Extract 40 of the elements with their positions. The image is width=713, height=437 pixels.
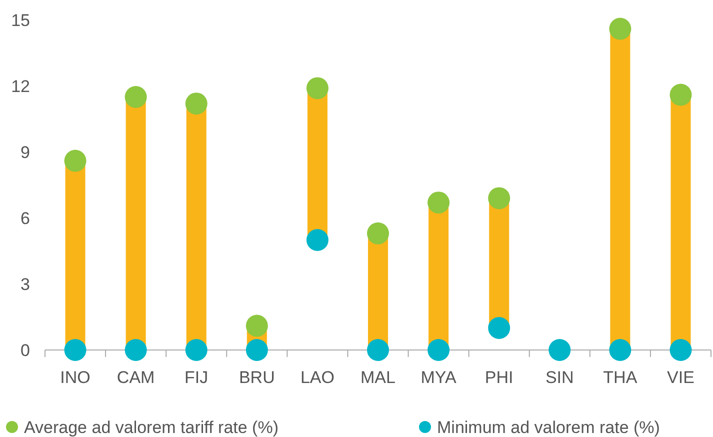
point [428, 192, 450, 214]
point [306, 77, 328, 100]
point [64, 150, 86, 172]
point [428, 339, 450, 361]
point [246, 314, 268, 337]
point [185, 339, 208, 361]
point [124, 339, 147, 361]
point [246, 339, 268, 361]
point [124, 86, 147, 108]
x-tick-label: SIN [545, 368, 574, 387]
point [488, 317, 510, 339]
point [306, 229, 328, 251]
x-tick-label: THA [603, 368, 638, 387]
x-tick-label: INO [60, 368, 90, 387]
y-tick-label: 6 [20, 208, 30, 228]
y-tick-label: 12 [11, 76, 30, 96]
x-tick-label: CAM [116, 368, 155, 387]
x-tick-label: LAO [300, 368, 334, 387]
point [488, 187, 510, 210]
y-tick-label: 0 [20, 340, 30, 360]
point [185, 92, 208, 115]
point [367, 222, 389, 244]
x-tick-label: BRU [238, 368, 275, 387]
point [367, 339, 389, 361]
x-tick-label: VIE [667, 368, 694, 387]
x-tick-label: FIJ [184, 368, 208, 387]
y-tick-label: 9 [20, 142, 30, 162]
x-tick-label: MYA [420, 368, 457, 387]
x-tick-label: MAL [360, 368, 396, 387]
point [670, 84, 692, 106]
legend-label: Minimum ad valorem rate (%) [437, 418, 660, 437]
point [670, 339, 692, 361]
point [609, 339, 632, 361]
y-tick-label: 3 [20, 274, 30, 294]
point [548, 339, 571, 361]
x-tick-label: PHI [484, 368, 514, 387]
point [609, 18, 632, 40]
y-tick-label: 15 [11, 10, 30, 30]
point [64, 339, 86, 361]
legend-label: Average ad valorem tariff rate (%) [24, 418, 278, 437]
